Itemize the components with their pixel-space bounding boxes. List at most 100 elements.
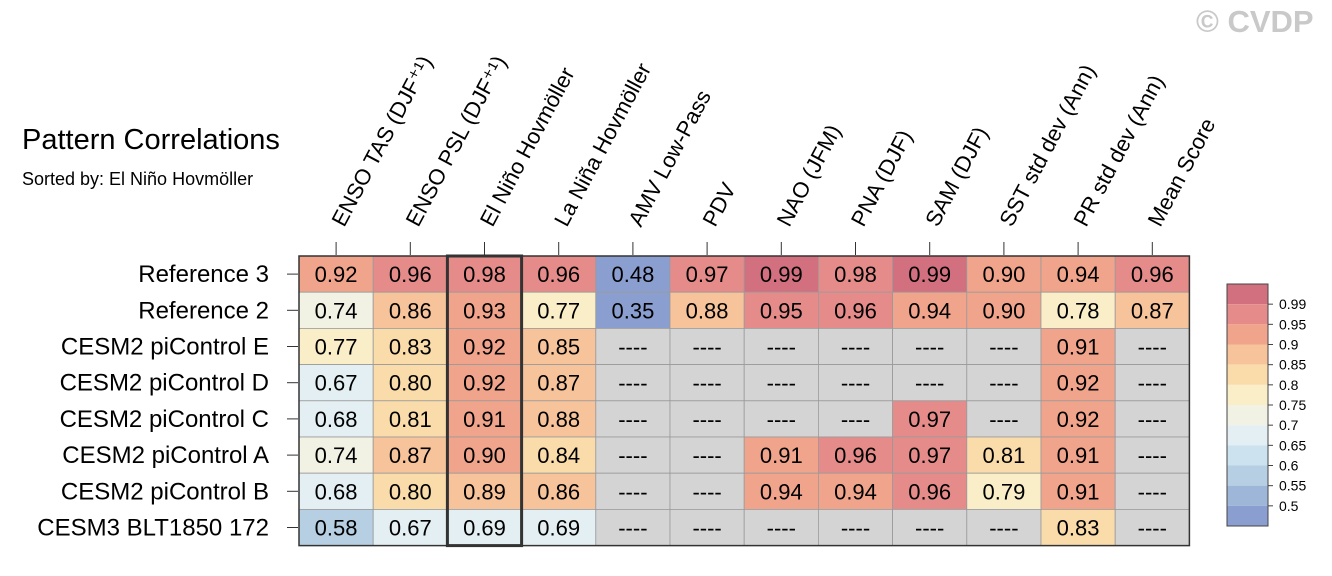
cell-value: 0.99 <box>908 262 951 287</box>
cell-value: 0.95 <box>760 298 803 323</box>
cell-value: ---- <box>989 516 1018 541</box>
cell-value: 0.87 <box>389 443 432 468</box>
heatmap-cell <box>372 472 448 510</box>
colorbar-label: 0.7 <box>1279 417 1299 433</box>
cell-value: ---- <box>915 335 944 360</box>
heatmap-cell <box>1114 291 1190 329</box>
cell-value: 0.67 <box>389 516 432 541</box>
cell-value: 0.94 <box>834 479 877 504</box>
heatmap-cell <box>966 436 1042 474</box>
cell-value: 0.99 <box>760 262 803 287</box>
colorbar-swatch <box>1227 324 1268 345</box>
colorbar-swatch <box>1227 364 1268 385</box>
cell-value: ---- <box>618 335 647 360</box>
cell-value: ---- <box>915 516 944 541</box>
colorbar-swatch <box>1227 505 1268 526</box>
colorbar-swatch <box>1227 465 1268 486</box>
colorbar-label: 0.9 <box>1279 337 1299 353</box>
colorbar-swatch <box>1227 405 1268 426</box>
heatmap-cell <box>743 291 819 329</box>
heatmap-cell <box>966 508 1042 546</box>
heatmap-cell <box>669 508 745 546</box>
cell-value: 0.92 <box>463 371 506 396</box>
heatmap-cell <box>1114 364 1190 402</box>
cell-value: ---- <box>841 371 870 396</box>
colorbar-label: 0.5 <box>1279 498 1299 514</box>
cell-value: 0.35 <box>611 298 654 323</box>
cell-value: ---- <box>692 407 721 432</box>
column-label: PDV <box>697 178 740 230</box>
cell-value: 0.77 <box>315 335 358 360</box>
heatmap-cell <box>298 255 374 293</box>
row-label: CESM2 piControl E <box>61 334 269 361</box>
cell-value: ---- <box>1138 516 1167 541</box>
column-label: PNA (DJF) <box>846 126 917 231</box>
cell-value: ---- <box>618 407 647 432</box>
heatmap-cell <box>892 364 968 402</box>
cell-value: 0.91 <box>1057 443 1100 468</box>
cell-value: 0.67 <box>315 371 358 396</box>
heatmap-cell <box>892 436 968 474</box>
row-label: CESM2 piControl C <box>60 406 269 433</box>
cell-value: ---- <box>692 371 721 396</box>
cell-value: 0.98 <box>834 262 877 287</box>
highlight-column-box <box>445 254 524 548</box>
heatmap-cell <box>1114 508 1190 546</box>
heatmap-cell <box>372 364 448 402</box>
cell-value: ---- <box>841 335 870 360</box>
cell-value: 0.96 <box>908 479 951 504</box>
cell-value: ---- <box>989 407 1018 432</box>
cell-value: 0.92 <box>1057 407 1100 432</box>
heatmap-cell <box>446 436 522 474</box>
heatmap-cell <box>1114 327 1190 365</box>
heatmap-cell <box>818 508 894 546</box>
cell-value: 0.83 <box>389 335 432 360</box>
cell-value: ---- <box>618 443 647 468</box>
colorbar-label: 0.85 <box>1279 357 1306 373</box>
cell-value: 0.68 <box>315 407 358 432</box>
colorbar-label: 0.8 <box>1279 377 1299 393</box>
heatmap-cell <box>1040 436 1116 474</box>
chart-title: Pattern Correlations <box>22 124 280 156</box>
cell-value: 0.85 <box>537 335 580 360</box>
heatmap-cell <box>966 472 1042 510</box>
cell-value: ---- <box>692 443 721 468</box>
row-label: CESM2 piControl A <box>62 442 269 469</box>
heatmap-cell <box>966 327 1042 365</box>
column-label: NAO (JFM) <box>772 120 846 230</box>
heatmap-cell <box>446 508 522 546</box>
heatmap-cell <box>892 255 968 293</box>
heatmap-cell <box>521 364 597 402</box>
cell-value: 0.91 <box>1057 479 1100 504</box>
heatmap-cell <box>595 436 671 474</box>
column-label: Mean Score <box>1143 114 1221 230</box>
cell-value: 0.96 <box>537 262 580 287</box>
heatmap-cell <box>1040 291 1116 329</box>
cell-value: ---- <box>618 479 647 504</box>
cell-value: 0.84 <box>537 443 580 468</box>
cell-value: ---- <box>618 516 647 541</box>
cell-value: 0.93 <box>463 298 506 323</box>
heatmap-cell <box>595 472 671 510</box>
cell-value: ---- <box>767 407 796 432</box>
heatmap-cell <box>372 508 448 546</box>
cell-value: ---- <box>1138 335 1167 360</box>
cell-value: 0.92 <box>1057 371 1100 396</box>
cell-value: 0.90 <box>463 443 506 468</box>
cell-value: ---- <box>692 335 721 360</box>
cell-value: 0.96 <box>834 443 877 468</box>
row-label: CESM3 BLT1850 172 <box>37 515 269 542</box>
colorbar-swatch <box>1227 304 1268 325</box>
cell-value: 0.94 <box>1057 262 1100 287</box>
cell-value: ---- <box>1138 371 1167 396</box>
heatmap-cell <box>818 327 894 365</box>
cell-value: 0.96 <box>834 298 877 323</box>
cell-value: 0.81 <box>389 407 432 432</box>
cell-value: 0.74 <box>315 443 358 468</box>
column-label: SAM (DJF) <box>920 123 993 231</box>
cell-value: ---- <box>767 516 796 541</box>
cell-value: ---- <box>989 371 1018 396</box>
cell-value: 0.96 <box>389 262 432 287</box>
cell-value: 0.80 <box>389 371 432 396</box>
cell-value: 0.77 <box>537 298 580 323</box>
